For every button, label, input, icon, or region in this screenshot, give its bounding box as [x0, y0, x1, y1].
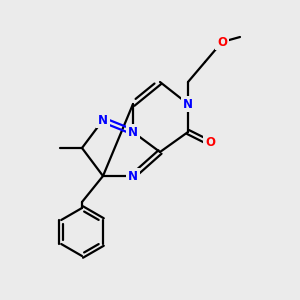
- Text: O: O: [217, 35, 227, 49]
- Text: N: N: [128, 169, 138, 182]
- Text: N: N: [183, 98, 193, 110]
- Text: N: N: [98, 113, 108, 127]
- Text: O: O: [205, 136, 215, 149]
- Text: N: N: [128, 125, 138, 139]
